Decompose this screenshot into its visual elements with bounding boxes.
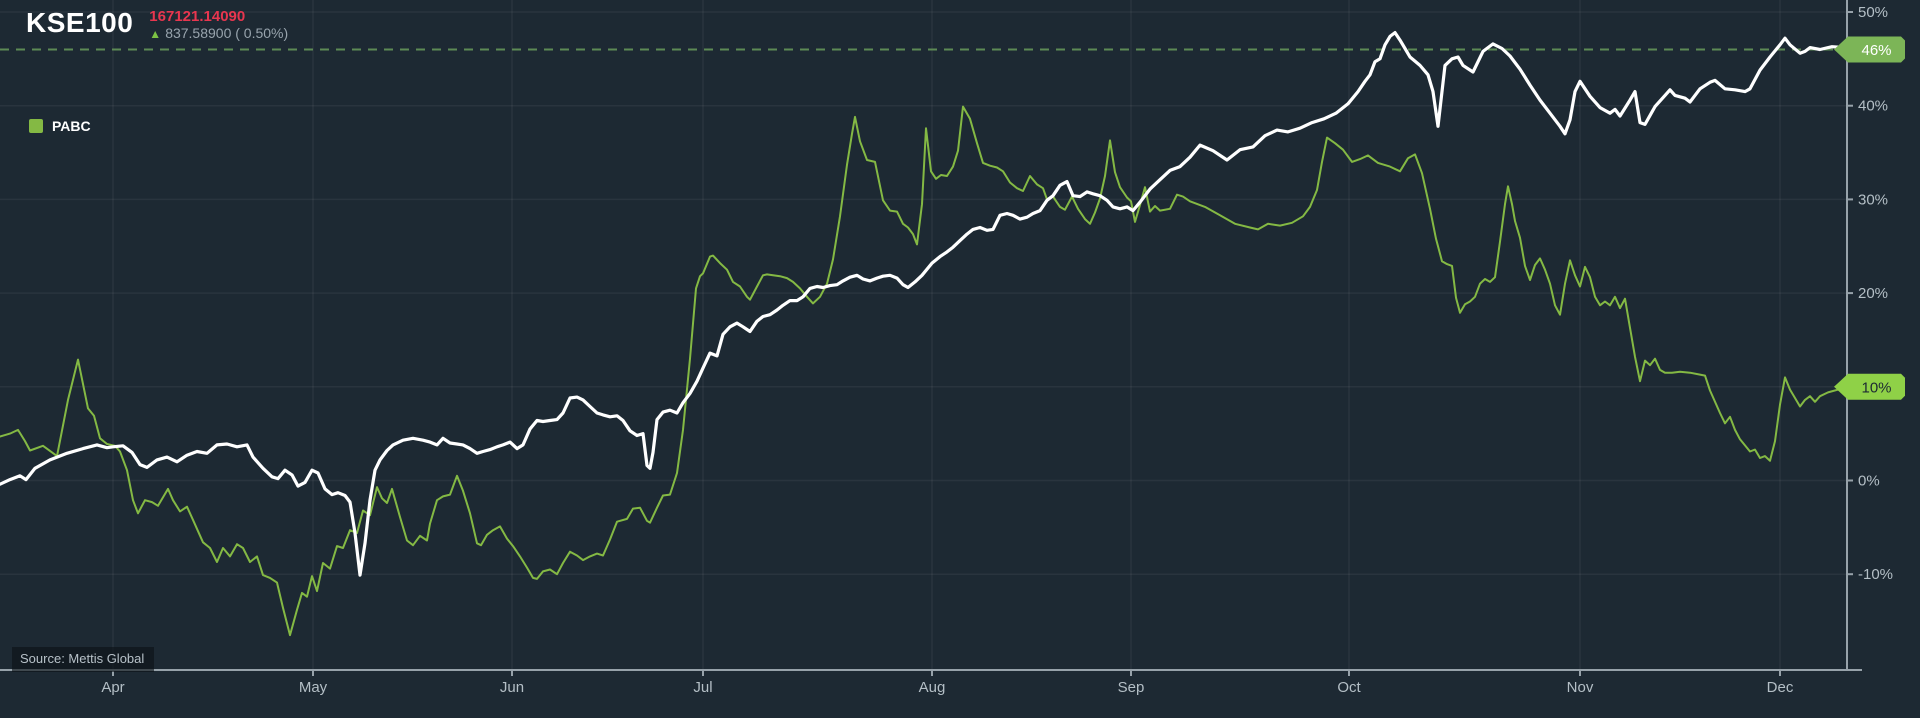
y-axis-label: 0% [1858,473,1880,490]
source-text: Source: Mettis Global [20,651,145,666]
legend-label-pabc: PABC [52,118,91,134]
source-attribution: Source: Mettis Global [12,647,155,672]
last-value-badge [1834,36,1905,63]
x-axis-label-jul: Jul [693,679,712,696]
chart-header: KSE100 167121.14090 ▲ 837.58900 ( 0.50%) [26,6,288,42]
y-axis-label: 30% [1858,191,1888,208]
x-axis-label-aug: Aug [919,679,946,696]
y-axis-label: 20% [1858,285,1888,302]
x-axis-label-sep: Sep [1118,679,1145,696]
last-value-badge [1834,373,1905,400]
series-line-pabc [0,105,1846,637]
last-price-value: 167121.14090 [149,8,246,25]
x-axis-label-dec: Dec [1767,679,1794,696]
change-value: 837.58900 ( 0.50%) [165,25,289,41]
legend[interactable]: PABC [29,118,91,134]
x-axis-label-jun: Jun [500,679,524,696]
quote-block: 167121.14090 ▲ 837.58900 ( 0.50%) [149,8,288,42]
up-arrow-icon: ▲ [149,26,162,41]
y-axis-label: 40% [1858,98,1888,115]
x-axis-label-nov: Nov [1567,679,1594,696]
series-line-kse100 [0,30,1847,577]
badge-label-10: 10% [1861,379,1891,396]
y-axis-label: 50% [1858,4,1888,21]
page-title: KSE100 [26,7,134,38]
x-axis-label-apr: Apr [101,679,124,696]
legend-swatch-pabc [29,119,43,133]
x-axis-label-oct: Oct [1337,679,1361,696]
x-axis-label-may: May [299,679,328,696]
badge-label-46: 46% [1861,42,1891,59]
y-axis-label: -10% [1858,566,1893,583]
change-row: ▲ 837.58900 ( 0.50%) [149,25,288,42]
